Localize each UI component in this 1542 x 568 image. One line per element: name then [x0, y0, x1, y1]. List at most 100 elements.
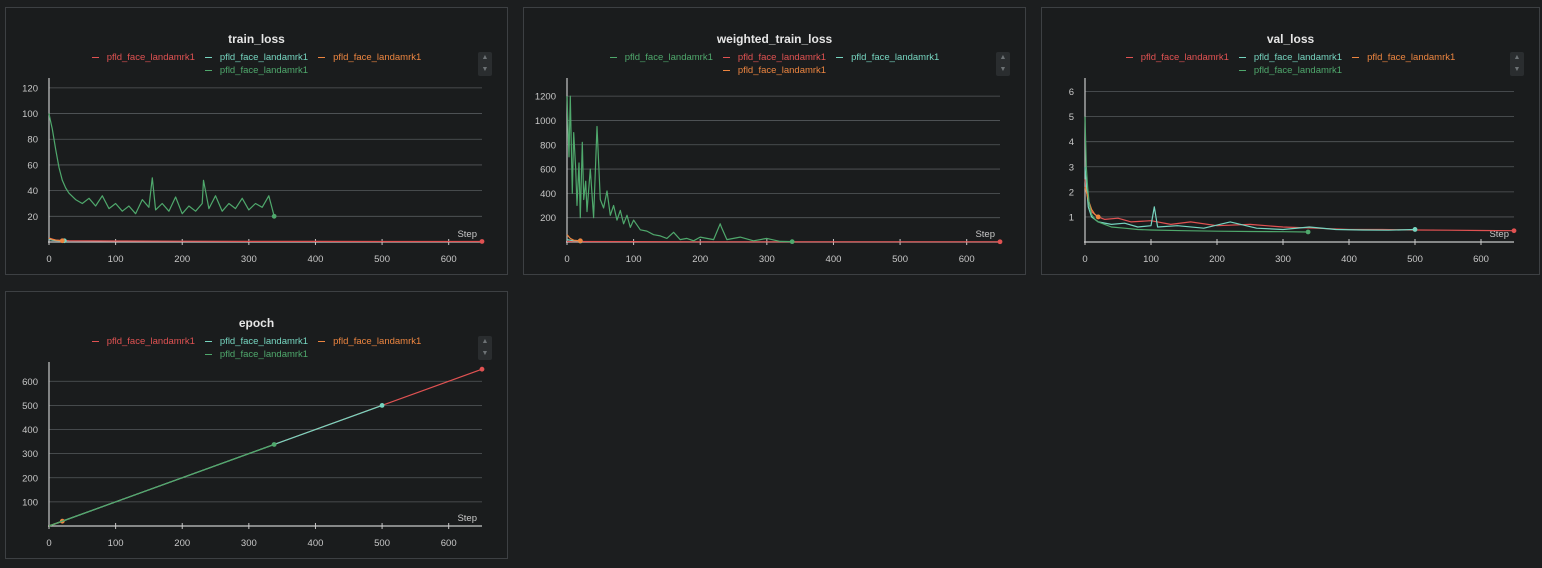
legend-label: pfld_face_landamrk1: [1140, 52, 1229, 63]
legend-swatch: [91, 56, 99, 59]
legend-scroll-control[interactable]: ▲ ▼: [1510, 52, 1524, 76]
legend-item[interactable]: pfld_face_landamrk1: [722, 64, 827, 77]
x-tick-label: 400: [308, 538, 324, 549]
series-line-red: [1084, 179, 1515, 232]
legend-swatch: [204, 340, 212, 343]
legend-down-icon[interactable]: ▼: [481, 350, 489, 357]
legend-item[interactable]: pfld_face_landamrk1: [91, 335, 195, 348]
legend-label: pfld_face_landamrk1: [624, 52, 713, 63]
y-tick-label: 800: [540, 140, 556, 151]
y-tick-label: 500: [22, 401, 38, 412]
legend-down-icon[interactable]: ▼: [481, 66, 489, 73]
y-tick-label: 6: [1069, 87, 1074, 98]
legend-item[interactable]: pfld_face_landamrk1: [1238, 64, 1343, 77]
series-end-point-red: [997, 239, 1003, 245]
legend-label: pfld_face_landamrk1: [1253, 52, 1343, 63]
x-tick-label: 200: [174, 254, 190, 265]
y-tick-label: 80: [27, 135, 38, 146]
chart-legend: pfld_face_landamrk1 pfld_face_landamrk1 pf…: [1082, 51, 1499, 77]
legend-item[interactable]: pfld_face_landamrk1: [1352, 51, 1455, 64]
series-end-point-teal: [379, 402, 385, 408]
x-tick-label: 300: [241, 254, 257, 265]
legend-swatch: [318, 340, 326, 343]
legend-item[interactable]: pfld_face_landamrk1: [91, 51, 195, 64]
legend-up-icon[interactable]: ▲: [481, 54, 489, 61]
legend-up-icon[interactable]: ▲: [999, 54, 1007, 61]
legend-scroll-control[interactable]: ▲ ▼: [478, 52, 492, 76]
legend-label: pfld_face_landamrk1: [219, 65, 309, 76]
legend-item[interactable]: pfld_face_landamrk1: [204, 64, 309, 77]
x-tick-label: 100: [626, 254, 642, 265]
series-end-point-red: [479, 366, 485, 372]
legend-down-icon[interactable]: ▼: [1513, 66, 1521, 73]
x-tick-label: 100: [108, 538, 124, 549]
x-tick-label: 200: [1209, 254, 1225, 265]
legend-scroll-control[interactable]: ▲ ▼: [478, 336, 492, 360]
x-tick-label: 400: [826, 254, 842, 265]
legend-swatch: [1238, 69, 1246, 72]
legend-swatch: [204, 56, 212, 59]
y-tick-label: 200: [540, 213, 556, 224]
series-end-point-green: [271, 442, 277, 447]
y-tick-label: 400: [540, 189, 556, 200]
x-tick-label: 100: [108, 254, 124, 265]
legend-item[interactable]: pfld_face_landamrk1: [318, 51, 421, 64]
x-tick-label: 500: [374, 538, 390, 549]
legend-up-icon[interactable]: ▲: [481, 338, 489, 345]
x-tick-label: 300: [241, 538, 257, 549]
legend-item[interactable]: pfld_face_landamrk1: [1238, 51, 1343, 64]
legend-scroll-control[interactable]: ▲ ▼: [996, 52, 1010, 76]
series-end-point-green: [1305, 229, 1311, 235]
y-tick-label: 2: [1069, 187, 1074, 198]
y-tick-label: 100: [22, 497, 38, 508]
legend-item[interactable]: pfld_face_landamrk1: [836, 51, 939, 64]
y-tick-label: 400: [22, 425, 38, 436]
legend-label: pfld_face_landamrk1: [333, 336, 422, 347]
legend-item[interactable]: pfld_face_landamrk1: [609, 51, 713, 64]
chart-panel-epoch: epoch pfld_face_landamrk1 pfld_face_landa…: [5, 291, 508, 559]
series-line-orange: [566, 234, 581, 242]
series-line-green: [566, 95, 793, 243]
legend-label: pfld_face_landamrk1: [219, 52, 309, 63]
series-line-red: [48, 237, 482, 243]
legend-label: pfld_face_landamrk1: [737, 52, 827, 63]
legend-swatch: [722, 56, 730, 59]
legend-label: pfld_face_landamrk1: [106, 52, 195, 63]
legend-item[interactable]: pfld_face_landamrk1: [204, 51, 309, 64]
chart-plot: 100 200 300 400 500 600 0 100 200 300 400 500 600 Ste…: [22, 362, 485, 549]
chart-panel-train-loss: train_loss pfld_face_landamrk1 pfld_face_…: [5, 7, 508, 275]
legend-item[interactable]: pfld_face_landamrk1: [204, 348, 309, 361]
x-tick-label: 300: [759, 254, 775, 265]
legend-swatch: [1125, 56, 1133, 59]
x-tick-label: 600: [441, 254, 457, 265]
legend-label: pfld_face_landamrk1: [1253, 65, 1343, 76]
legend-item[interactable]: pfld_face_landamrk1: [722, 51, 827, 64]
series-end-point-red: [1511, 228, 1517, 234]
y-tick-label: 600: [540, 165, 556, 176]
series-line-orange: [1084, 186, 1099, 218]
legend-item[interactable]: pfld_face_landamrk1: [204, 335, 308, 348]
series-line-teal: [1084, 166, 1416, 231]
legend-label: pfld_face_landamrk1: [106, 336, 195, 347]
x-tick-label: 600: [441, 538, 457, 549]
chart-panel-weighted-train-loss: weighted_train_loss pfld_face_landamrk1 p…: [523, 7, 1026, 275]
series-end-point-green: [271, 213, 277, 219]
series-line-green: [1084, 116, 1309, 233]
legend-label: pfld_face_landamrk1: [219, 349, 309, 360]
legend-label: pfld_face_landamrk1: [333, 52, 422, 63]
chart-legend: pfld_face_landamrk1 pfld_face_landamrk1 pf…: [564, 51, 985, 77]
y-tick-label: 4: [1069, 137, 1074, 148]
series-end-point-orange: [59, 238, 65, 244]
legend-label: pfld_face_landamrk1: [737, 65, 827, 76]
chart-legend: pfld_face_landamrk1 pfld_face_landamrk1 pf…: [46, 51, 467, 77]
chart-legend: pfld_face_landamrk1 pfld_face_landamrk1 pf…: [46, 335, 467, 361]
x-axis-title: Step: [1489, 229, 1509, 240]
legend-item[interactable]: pfld_face_landamrk1: [318, 335, 421, 348]
x-tick-label: 200: [174, 538, 190, 549]
x-tick-label: 300: [1275, 254, 1291, 265]
legend-item[interactable]: pfld_face_landamrk1: [1125, 51, 1229, 64]
legend-down-icon[interactable]: ▼: [999, 66, 1007, 73]
legend-up-icon[interactable]: ▲: [1513, 54, 1521, 61]
legend-label: pfld_face_landamrk1: [1367, 52, 1456, 63]
chart-plot: 200 400 600 800 1000 1200 0 100 200 300 400 500 600 S…: [535, 78, 1003, 265]
